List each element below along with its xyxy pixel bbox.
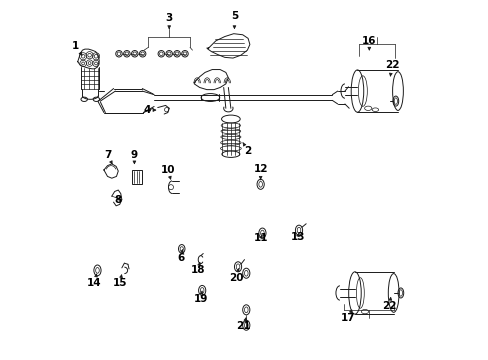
Text: 18: 18 xyxy=(190,262,204,275)
Text: 19: 19 xyxy=(193,291,207,304)
Text: 12: 12 xyxy=(253,164,267,180)
Text: 2: 2 xyxy=(243,143,251,156)
Text: 20: 20 xyxy=(229,269,244,283)
Text: 14: 14 xyxy=(87,274,102,288)
Text: 16: 16 xyxy=(361,36,376,50)
Text: 15: 15 xyxy=(112,275,127,288)
Text: 1: 1 xyxy=(71,41,82,55)
Text: 21: 21 xyxy=(236,318,250,331)
Text: 13: 13 xyxy=(290,232,304,242)
Text: 3: 3 xyxy=(165,13,172,29)
Text: 7: 7 xyxy=(103,150,112,164)
Text: 8: 8 xyxy=(114,195,122,205)
Text: 5: 5 xyxy=(230,12,238,28)
Text: 11: 11 xyxy=(253,233,268,243)
Text: 22: 22 xyxy=(382,297,396,311)
Text: 6: 6 xyxy=(177,250,184,263)
Polygon shape xyxy=(78,49,99,69)
Text: 22: 22 xyxy=(384,60,399,76)
Text: 4: 4 xyxy=(143,105,156,115)
Bar xyxy=(131,170,142,184)
Text: 17: 17 xyxy=(341,310,355,323)
Text: 9: 9 xyxy=(131,150,138,164)
Polygon shape xyxy=(194,69,228,90)
Polygon shape xyxy=(206,34,249,58)
Polygon shape xyxy=(104,164,118,178)
Text: 10: 10 xyxy=(160,165,175,179)
